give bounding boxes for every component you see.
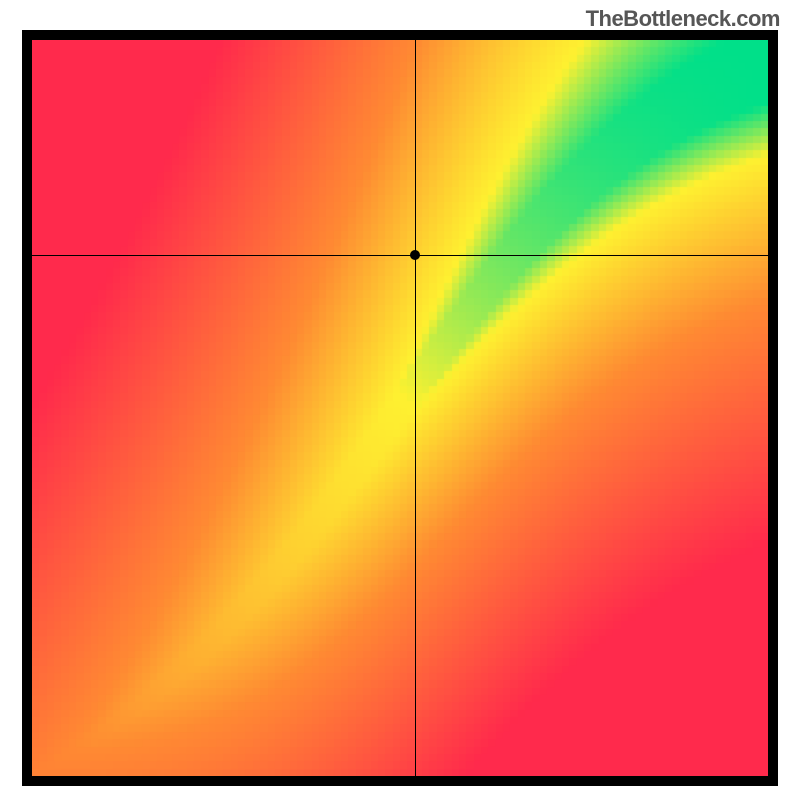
crosshair-vertical bbox=[415, 40, 416, 776]
heatmap-canvas bbox=[32, 40, 768, 776]
crosshair-horizontal bbox=[32, 255, 768, 256]
watermark-text: TheBottleneck.com bbox=[586, 6, 780, 32]
heatmap-plot bbox=[22, 30, 778, 786]
crosshair-marker bbox=[410, 250, 420, 260]
